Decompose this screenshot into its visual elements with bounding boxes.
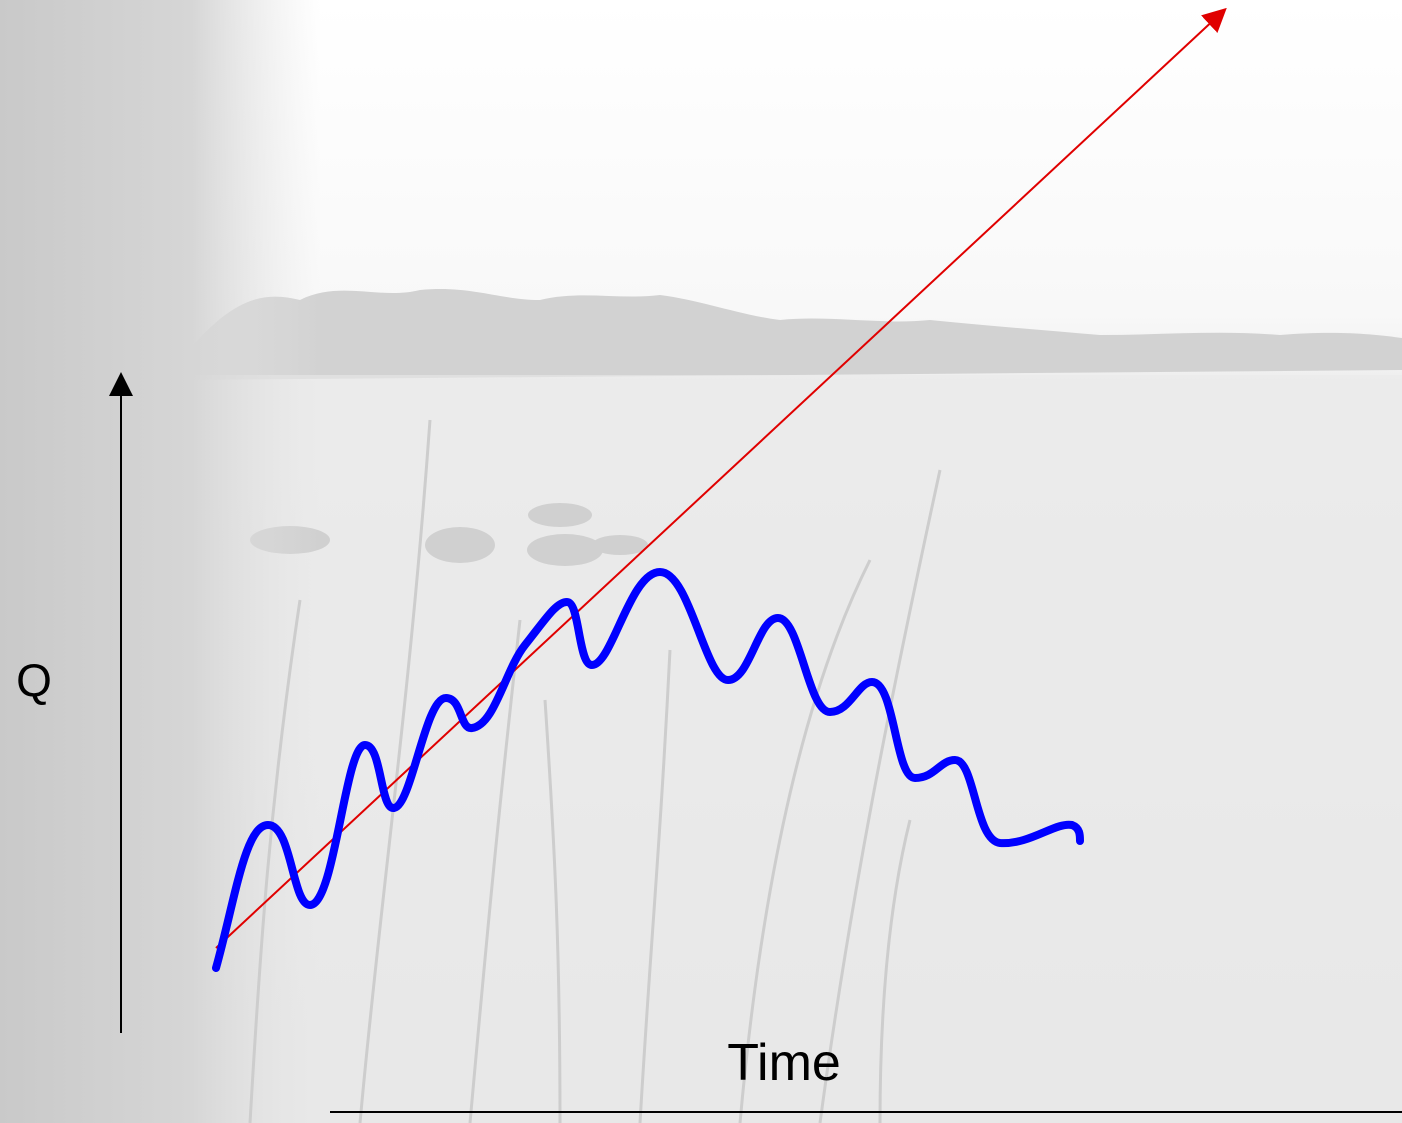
river-water xyxy=(150,375,1402,1123)
x-axis-label: Time xyxy=(727,1034,841,1092)
left-vegetation xyxy=(0,0,320,1123)
y-axis-label: Q xyxy=(16,654,52,706)
